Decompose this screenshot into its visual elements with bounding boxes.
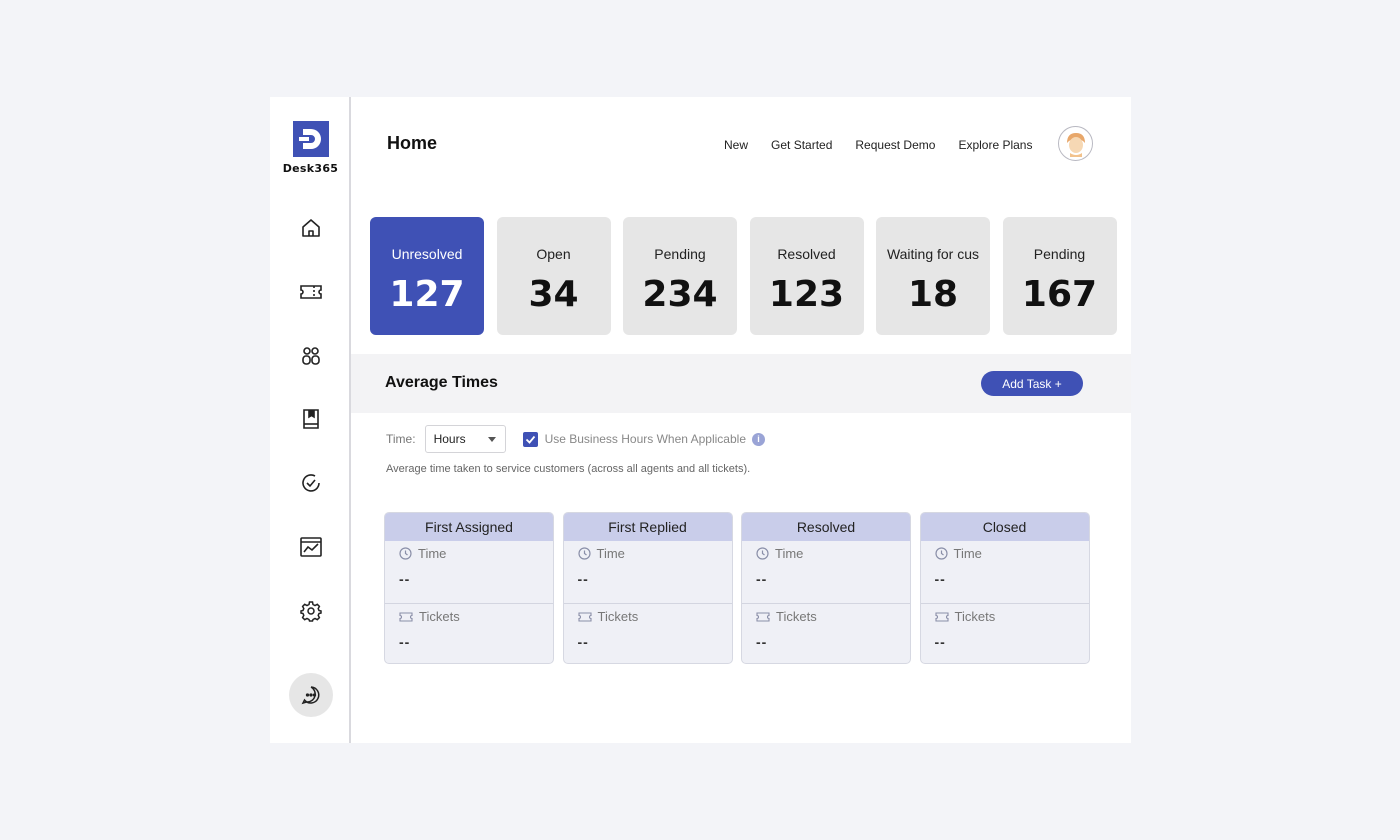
stat-card-open[interactable]: Open 34	[496, 217, 611, 335]
stat-label: Open	[536, 246, 571, 262]
metric-time-value: --	[399, 571, 411, 587]
time-unit-select[interactable]: Hours	[424, 425, 506, 453]
avatar[interactable]	[1058, 126, 1093, 161]
stat-label: Resolved	[777, 246, 836, 262]
metric-tickets-section: Tickets --	[563, 603, 732, 663]
metric-time-label: Time	[953, 546, 982, 561]
clock-icon	[399, 547, 412, 560]
nav-request-demo[interactable]: Request Demo	[855, 138, 936, 152]
app-window: Desk365	[270, 97, 1131, 743]
business-hours-checkbox[interactable]	[522, 431, 538, 447]
metric-tickets-section: Tickets --	[385, 603, 553, 663]
add-task-button[interactable]: Add Task +	[981, 371, 1083, 396]
average-times-header: Average Times Add Task +	[351, 354, 1131, 413]
chat-icon	[301, 686, 320, 705]
metric-tickets-value: --	[399, 634, 411, 650]
metric-tickets-value: --	[756, 634, 768, 650]
average-description: Average time taken to service customers …	[386, 463, 751, 475]
metric-tickets-label: Tickets	[776, 609, 817, 624]
chat-button[interactable]	[289, 673, 333, 717]
checkmark-icon	[525, 435, 535, 444]
metric-card: Closed Time -- Tickets --	[919, 512, 1090, 664]
stat-card-pending-2[interactable]: Pending 167	[1002, 217, 1117, 335]
stat-value: 127	[389, 274, 465, 315]
metric-tickets-label: Tickets	[597, 609, 639, 624]
metric-time-section: Time --	[385, 541, 553, 603]
metric-tickets-section: Tickets --	[742, 603, 910, 663]
knowledge-base-icon[interactable]	[298, 406, 324, 432]
business-hours-label: Use Business Hours When Applicable	[544, 432, 746, 446]
metric-time-value: --	[934, 571, 946, 587]
home-icon[interactable]	[298, 215, 324, 241]
metric-time-label: Time	[775, 546, 804, 561]
stat-card-pending[interactable]: Pending 234	[623, 217, 737, 335]
clock-icon	[577, 547, 591, 560]
stat-label: Unresolved	[391, 246, 463, 262]
time-options: Time: Hours Use Business Hours When Appl…	[386, 425, 765, 453]
stat-value: 167	[1021, 274, 1098, 315]
nav-explore-plans[interactable]: Explore Plans	[958, 138, 1033, 152]
stat-value: 123	[768, 274, 845, 315]
clock-icon	[756, 547, 769, 560]
metric-card: First Replied Time -- Tickets --	[562, 512, 733, 664]
contacts-icon[interactable]	[298, 343, 324, 369]
main-content: Home New Get Started Request Demo Explor…	[351, 97, 1131, 743]
section-title: Average Times	[385, 374, 498, 391]
stat-card-waiting[interactable]: Waiting for cus 18	[876, 217, 990, 335]
tasks-icon[interactable]	[298, 470, 324, 496]
metric-tickets-value: --	[934, 634, 946, 650]
average-metrics: First Assigned Time -- Tickets -- First …	[384, 512, 1090, 664]
stat-card-unresolved[interactable]: Unresolved 127	[370, 217, 484, 335]
chevron-down-icon	[487, 437, 496, 442]
stat-value: 234	[642, 274, 718, 315]
stat-value: 34	[528, 274, 579, 315]
metric-time-section: Time --	[742, 541, 910, 603]
metric-time-label: Time	[418, 546, 447, 561]
metric-tickets-label: Tickets	[419, 609, 460, 624]
top-navigation: New Get Started Request Demo Explore Pla…	[724, 138, 1055, 152]
metric-time-section: Time --	[564, 541, 732, 603]
metric-tickets-value: --	[577, 634, 589, 650]
metric-time-value: --	[577, 571, 589, 587]
metric-time-section: Time --	[921, 541, 1089, 603]
time-label: Time:	[386, 432, 416, 446]
nav-new[interactable]: New	[724, 138, 749, 152]
page-title: Home	[387, 133, 438, 153]
metric-time-value: --	[756, 571, 768, 587]
metric-tickets-section: Tickets --	[920, 603, 1089, 663]
clock-icon	[934, 547, 948, 560]
time-unit-value: Hours	[433, 432, 466, 446]
stat-label: Pending	[654, 246, 706, 262]
stat-value: 18	[907, 274, 959, 315]
stat-label: Pending	[1033, 246, 1086, 262]
ticket-icon	[934, 611, 949, 622]
metric-card-title: First Replied	[563, 513, 732, 541]
metric-time-label: Time	[596, 546, 625, 561]
ticket-icon	[756, 611, 770, 622]
reports-icon[interactable]	[298, 534, 324, 560]
metric-card: First Assigned Time -- Tickets --	[384, 512, 554, 664]
ticket-stats: Unresolved 127 Open 34 Pending 234 Resol…	[370, 217, 1117, 335]
ticket-icon	[399, 611, 413, 622]
metric-card-title: Resolved	[742, 513, 910, 541]
info-icon[interactable]: i	[752, 432, 765, 446]
metric-card-title: First Assigned	[385, 513, 553, 541]
sidebar: Desk365	[270, 97, 351, 743]
ticket-icon	[577, 611, 592, 622]
metric-tickets-label: Tickets	[954, 609, 996, 624]
settings-icon[interactable]	[298, 598, 324, 624]
stat-card-resolved[interactable]: Resolved 123	[749, 217, 864, 335]
nav-get-started[interactable]: Get Started	[771, 138, 833, 152]
metric-card-title: Closed	[920, 513, 1089, 541]
stat-label: Waiting for cus	[886, 246, 980, 262]
brand[interactable]: Desk365	[270, 121, 351, 175]
ticket-icon[interactable]	[298, 279, 324, 305]
metric-card: Resolved Time -- Tickets --	[741, 512, 911, 664]
desk365-logo-icon	[292, 121, 329, 157]
user-avatar-icon	[1061, 129, 1090, 158]
brand-name: Desk365	[282, 162, 339, 175]
